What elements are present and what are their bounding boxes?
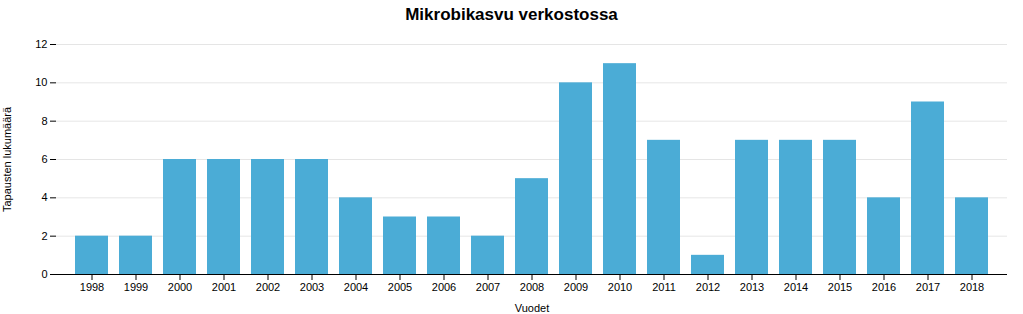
svg-text:10: 10: [35, 76, 47, 88]
svg-text:2017: 2017: [916, 281, 940, 293]
svg-text:8: 8: [41, 115, 47, 127]
svg-text:6: 6: [41, 153, 47, 165]
svg-text:2008: 2008: [520, 281, 544, 293]
svg-text:2004: 2004: [344, 281, 368, 293]
svg-text:2000: 2000: [168, 281, 192, 293]
svg-text:12: 12: [35, 38, 47, 50]
svg-text:2009: 2009: [564, 281, 588, 293]
svg-text:2018: 2018: [960, 281, 984, 293]
svg-text:2005: 2005: [388, 281, 412, 293]
svg-text:4: 4: [41, 191, 47, 203]
svg-text:2: 2: [41, 230, 47, 242]
svg-text:Vuodet: Vuodet: [515, 302, 549, 314]
svg-text:2010: 2010: [608, 281, 632, 293]
svg-text:1998: 1998: [80, 281, 104, 293]
svg-text:2012: 2012: [696, 281, 720, 293]
svg-text:2001: 2001: [212, 281, 236, 293]
svg-text:2003: 2003: [300, 281, 324, 293]
svg-text:2007: 2007: [476, 281, 500, 293]
svg-text:2013: 2013: [740, 281, 764, 293]
svg-text:1999: 1999: [124, 281, 148, 293]
svg-text:Tapausten lukumäärä: Tapausten lukumäärä: [1, 106, 13, 212]
html-text:Mikrobikasvu verkostossa: Mikrobikasvu verkostossa: [405, 5, 618, 24]
svg-text:2002: 2002: [256, 281, 280, 293]
svg-text:2016: 2016: [872, 281, 896, 293]
svg-text:2006: 2006: [432, 281, 456, 293]
svg-text:0: 0: [41, 268, 47, 280]
svg-text:2011: 2011: [652, 281, 676, 293]
svg-text:2014: 2014: [784, 281, 808, 293]
svg-text:2015: 2015: [828, 281, 852, 293]
